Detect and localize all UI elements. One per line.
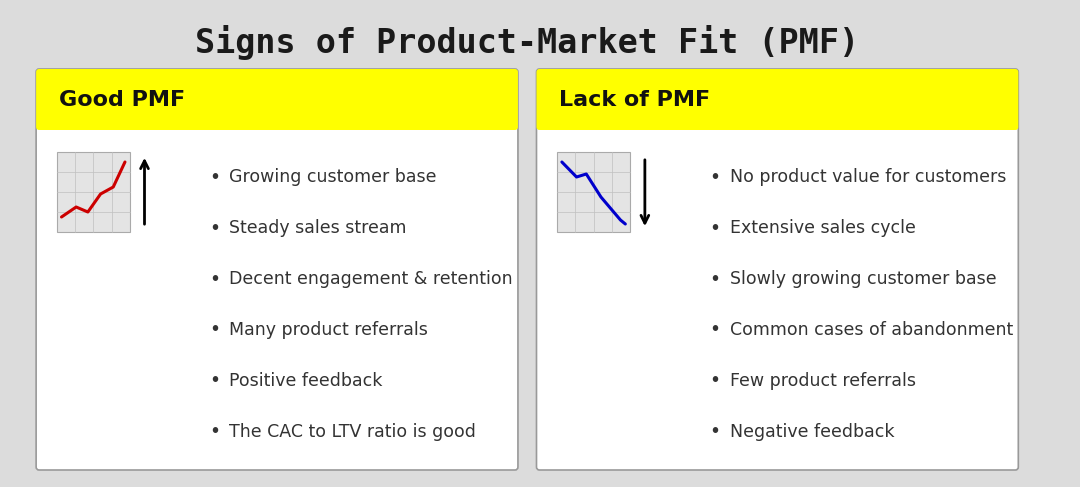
- Text: Good PMF: Good PMF: [58, 90, 185, 110]
- Text: •: •: [210, 371, 220, 390]
- Text: •: •: [210, 270, 220, 289]
- Text: •: •: [710, 371, 720, 390]
- FancyBboxPatch shape: [36, 69, 518, 470]
- Text: Slowly growing customer base: Slowly growing customer base: [730, 270, 997, 288]
- Text: •: •: [710, 219, 720, 238]
- Bar: [542, 97, 1012, 127]
- Bar: [42, 97, 512, 127]
- Text: •: •: [210, 168, 220, 187]
- Text: The CAC to LTV ratio is good: The CAC to LTV ratio is good: [229, 423, 476, 441]
- Text: •: •: [210, 320, 220, 339]
- Text: Lack of PMF: Lack of PMF: [559, 90, 710, 110]
- Text: •: •: [210, 219, 220, 238]
- Text: Many product referrals: Many product referrals: [229, 321, 429, 339]
- Text: •: •: [710, 168, 720, 187]
- Text: Few product referrals: Few product referrals: [730, 372, 916, 390]
- Text: Signs of Product-Market Fit (PMF): Signs of Product-Market Fit (PMF): [195, 24, 860, 59]
- Text: Common cases of abandonment: Common cases of abandonment: [730, 321, 1013, 339]
- Text: Decent engagement & retention: Decent engagement & retention: [229, 270, 513, 288]
- FancyBboxPatch shape: [537, 69, 1018, 130]
- Text: Negative feedback: Negative feedback: [730, 423, 894, 441]
- Bar: [56, 152, 130, 232]
- Text: •: •: [710, 320, 720, 339]
- Bar: [557, 152, 631, 232]
- Text: Steady sales stream: Steady sales stream: [229, 219, 407, 237]
- Text: •: •: [210, 422, 220, 441]
- Text: •: •: [710, 270, 720, 289]
- Text: Growing customer base: Growing customer base: [229, 169, 437, 187]
- Text: Extensive sales cycle: Extensive sales cycle: [730, 219, 916, 237]
- Text: No product value for customers: No product value for customers: [730, 169, 1007, 187]
- Text: •: •: [710, 422, 720, 441]
- FancyBboxPatch shape: [537, 69, 1018, 470]
- Text: Positive feedback: Positive feedback: [229, 372, 382, 390]
- FancyBboxPatch shape: [36, 69, 518, 130]
